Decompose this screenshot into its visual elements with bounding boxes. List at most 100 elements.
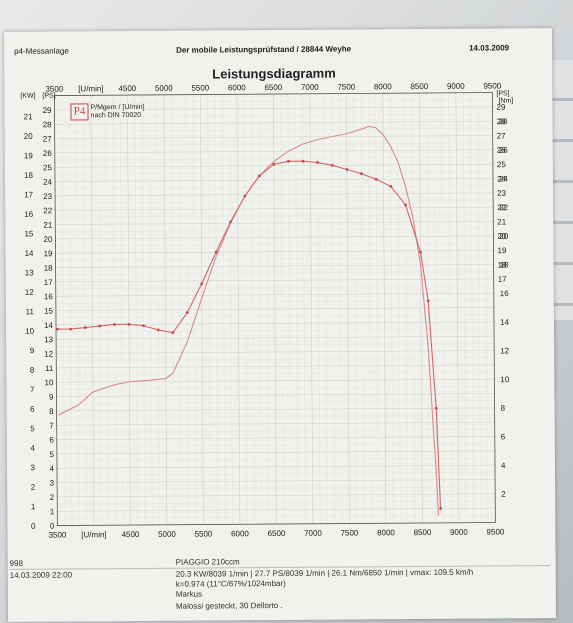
series-point — [389, 184, 393, 188]
ps-tick-left: 4 — [50, 464, 55, 473]
ps-tick-right: 22 — [497, 203, 507, 212]
ps-tick-left: 28 — [43, 120, 53, 129]
ps-tick-right: 28 — [497, 117, 507, 126]
kw-tick: 2 — [31, 483, 36, 492]
nm-tick: 12 — [500, 346, 510, 355]
series-point — [83, 326, 87, 329]
kw-tick: 0 — [31, 522, 36, 531]
series-point — [142, 324, 146, 328]
kw-tick: 21 — [24, 112, 34, 121]
nm-tick: 4 — [501, 461, 506, 470]
ps-tick-left: 11 — [45, 364, 54, 373]
series-point — [360, 172, 363, 176]
ps-tick-left: 2 — [50, 493, 55, 502]
ps-tick-left: 22 — [43, 206, 53, 215]
kw-tick: 12 — [25, 288, 35, 297]
ps-tick-left: 16 — [44, 292, 54, 301]
ps-tick-left: 12 — [44, 350, 54, 359]
ps-tick-left: 26 — [43, 149, 53, 158]
kw-tick: 19 — [24, 151, 34, 160]
ps-tick-left: 23 — [43, 192, 53, 201]
ps-tick-right: 23 — [497, 189, 507, 198]
series-point — [434, 406, 438, 410]
nm-tick: 2 — [501, 490, 506, 499]
nm-tick: 14 — [500, 318, 510, 327]
footer-notes: Malossi gesteckt, 30 Dellorto . — [175, 600, 283, 611]
x-tick-top: 7500 — [337, 82, 355, 91]
p4-logo: P4 — [70, 103, 89, 121]
ps-tick-left: 20 — [43, 235, 53, 244]
kw-tick: 9 — [30, 346, 35, 355]
series-point — [214, 250, 218, 254]
ps-tick-left: 15 — [44, 307, 54, 316]
ps-unit-right: [PS] — [496, 90, 509, 97]
nm-tick: 26 — [499, 146, 509, 155]
ps-tick-left: 18 — [44, 264, 54, 273]
dyno-sheet: p4-Messanlage Der mobile Leistungsprüfst… — [3, 28, 557, 622]
footer-results: 20.3 KW/8039 1/min | 27.7 PS/8039 1/min … — [175, 567, 474, 579]
footer-id: 998 — [9, 558, 24, 568]
footer-operator: Markus — [175, 589, 203, 599]
nm-tick: 10 — [500, 375, 510, 384]
chart-markers — [56, 159, 442, 510]
nm-tick: 16 — [500, 289, 510, 298]
series-point — [287, 159, 290, 163]
x-tick-top: 9500 — [483, 81, 501, 90]
nm-tick: 28 — [499, 117, 509, 126]
series-point — [69, 327, 73, 331]
ps-tick-left: 1 — [50, 507, 55, 516]
nm-tick: 6 — [501, 432, 506, 441]
kw-tick: 6 — [30, 405, 35, 414]
x-tick-bottom: 3500 — [49, 530, 67, 539]
ps-tick-left: 27 — [43, 135, 53, 144]
kw-tick: 11 — [26, 307, 35, 316]
kw-tick: 8 — [30, 366, 35, 375]
dyno-chart: 3500350045004500500050005500550060006000… — [20, 81, 513, 539]
series-point — [156, 328, 160, 332]
x-tick-top: 7000 — [301, 83, 319, 92]
x-tick-top: 4500 — [118, 84, 136, 93]
x-unit-bottom: [U/min] — [81, 530, 106, 539]
nm-tick: 20 — [499, 232, 509, 241]
x-tick-bottom: 6500 — [268, 529, 286, 538]
ps-tick-right: 21 — [497, 217, 507, 226]
chart-axes: 3500350045004500500050005500550060006000… — [20, 81, 513, 539]
ps-tick-left: 14 — [44, 321, 54, 330]
kw-tick: 14 — [25, 249, 35, 258]
x-tick-top: 6500 — [264, 83, 282, 92]
series-point — [345, 168, 349, 171]
footer-vehicle: PIAGGIO 210ccm — [175, 557, 240, 567]
x-tick-top: 8000 — [374, 82, 392, 91]
ps-tick-right: 18 — [498, 260, 508, 269]
plot-frame — [53, 92, 496, 526]
series-point — [439, 507, 442, 510]
ps-tick-left: 21 — [43, 221, 53, 230]
logo-line2: nach DIN 70020 — [90, 111, 142, 120]
series-point — [243, 194, 247, 198]
kw-tick: 18 — [24, 171, 34, 180]
series-point — [316, 161, 320, 164]
series-point — [272, 162, 276, 166]
kw-tick: 7 — [30, 385, 35, 394]
series-point — [127, 322, 131, 326]
x-tick-bottom: 6000 — [231, 529, 249, 538]
ps-tick-right: 27 — [497, 131, 507, 140]
ps-tick-left: 24 — [43, 178, 53, 187]
x-tick-top: 9000 — [447, 82, 465, 91]
x-tick-top: 3500 — [45, 85, 63, 94]
x-tick-top: 5000 — [155, 84, 173, 93]
ps-tick-right: 26 — [497, 146, 507, 155]
ps-tick-left: 0 — [50, 522, 55, 531]
kw-tick: 16 — [24, 210, 34, 219]
footer-conditions: k=0.974 (11°C/67%/1024mbar) — [175, 578, 286, 589]
nm-unit: [Nm] — [498, 98, 513, 105]
ps-tick-right: 24 — [497, 174, 507, 183]
kw-tick: 15 — [24, 229, 34, 238]
kw-tick: 3 — [31, 463, 36, 472]
series-point — [171, 331, 175, 335]
ps-tick-right: 29 — [496, 103, 506, 112]
ps-tick-left: 3 — [50, 479, 55, 488]
ps-tick-right: 20 — [497, 232, 507, 241]
x-tick-bottom: 8500 — [414, 528, 432, 537]
chart-grid — [54, 92, 496, 526]
